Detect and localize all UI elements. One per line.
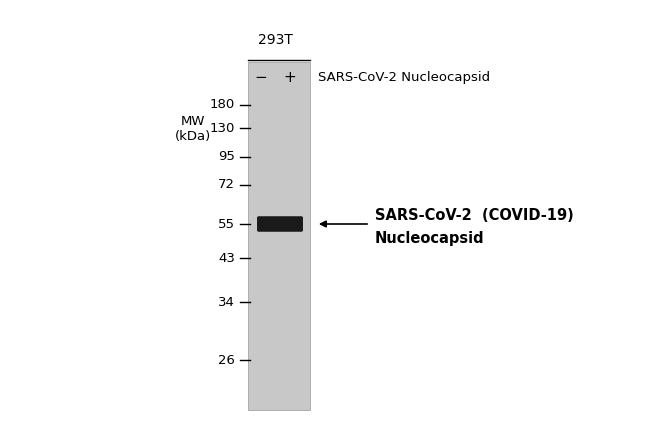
Text: 293T: 293T [257,33,292,47]
Text: 95: 95 [218,151,235,163]
Text: 34: 34 [218,295,235,308]
Text: 130: 130 [209,122,235,135]
Text: 72: 72 [218,179,235,192]
Text: −: − [255,70,267,86]
Text: 43: 43 [218,252,235,265]
FancyBboxPatch shape [257,216,303,232]
Text: 55: 55 [218,217,235,230]
Text: 180: 180 [210,98,235,111]
Text: MW
(kDa): MW (kDa) [175,115,211,143]
Text: +: + [283,70,296,86]
Text: Nucleocapsid: Nucleocapsid [375,230,485,246]
Text: SARS-CoV-2 Nucleocapsid: SARS-CoV-2 Nucleocapsid [318,71,490,84]
Text: 26: 26 [218,354,235,366]
Text: SARS-CoV-2  (COVID-19): SARS-CoV-2 (COVID-19) [375,208,574,222]
Bar [248,62,310,410]
